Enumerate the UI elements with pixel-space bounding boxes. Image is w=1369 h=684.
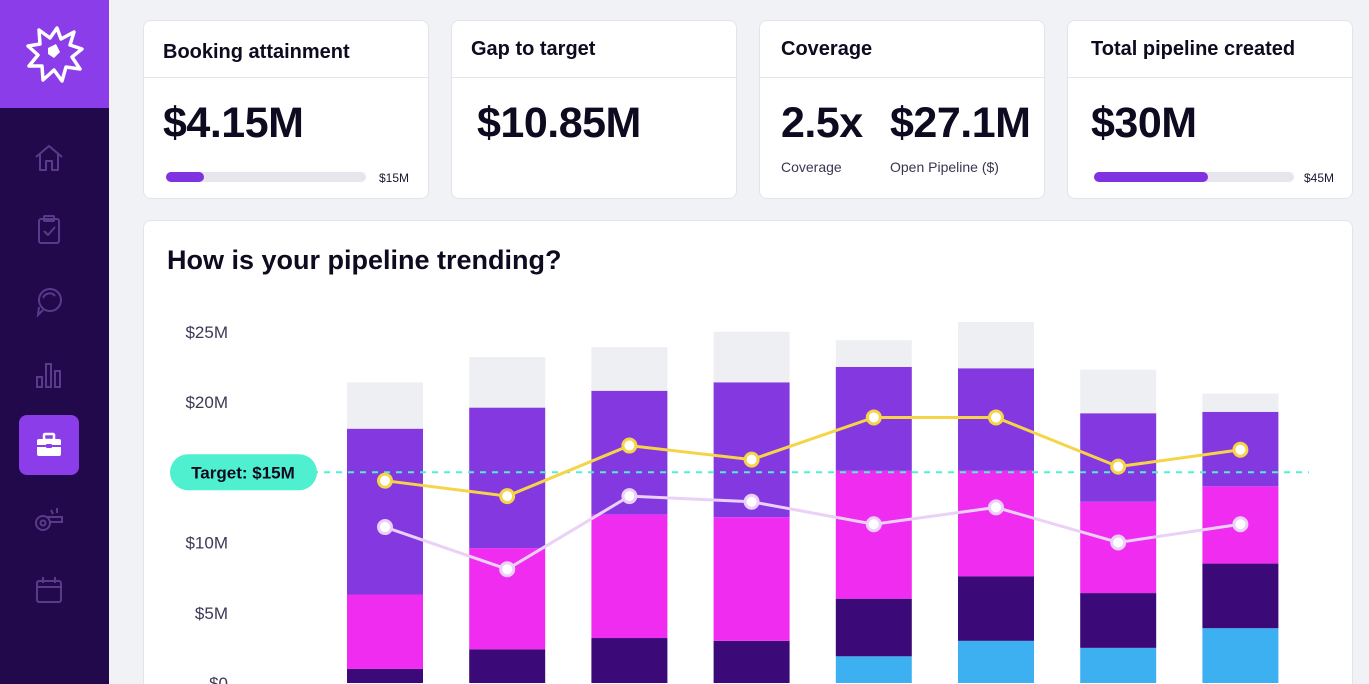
bar-segment-light-blue — [1080, 647, 1157, 683]
gap-value: $10.85M — [477, 99, 641, 147]
bar-segment-gray — [591, 347, 668, 391]
bar-segment-gray — [713, 331, 790, 383]
briefcase-icon — [37, 432, 61, 456]
whistle-icon — [35, 508, 63, 531]
bar-segment-dark-purple — [347, 668, 423, 683]
chart-title: How is your pipeline trending? — [167, 245, 562, 275]
series-line-line-yellow — [384, 415, 1241, 498]
sidebar-item-conversations[interactable] — [19, 272, 79, 332]
y-tick-label: $20M — [185, 393, 228, 412]
sidebar-item-calendar[interactable] — [19, 560, 79, 620]
line-point — [621, 437, 638, 454]
total-pipeline-card: Total pipeline created $30M $45M — [1067, 20, 1353, 199]
booking-attainment-card: Booking attainment $4.15M $15M — [143, 20, 429, 199]
line-point — [1110, 458, 1127, 475]
pipeline-trend-chart: $0 $5M $10M $20M $25M Target: $15M — [170, 321, 1309, 684]
line-point — [743, 493, 760, 510]
bar-segment-magenta — [958, 470, 1034, 577]
series-line-line-lilac — [384, 494, 1241, 571]
sidebar-item-coaching[interactable] — [19, 488, 79, 548]
line-point — [499, 488, 516, 505]
bar-segment-gray — [835, 340, 912, 367]
bar-segment-gray — [1202, 393, 1279, 412]
line-point — [865, 516, 882, 533]
card-title: Gap to target — [452, 21, 736, 78]
coverage-ratio-label: Coverage — [781, 159, 842, 175]
target-label: Target: $15M — [191, 463, 295, 482]
bar-segment-dark-purple — [713, 640, 790, 683]
bar-segment-dark-purple — [1080, 593, 1157, 648]
sidebar-item-tasks[interactable] — [19, 200, 79, 260]
y-tick-label: $0 — [209, 674, 228, 684]
line-point — [865, 409, 882, 426]
line-point — [988, 409, 1004, 426]
line-point — [1110, 534, 1127, 551]
bar-chart-icon — [36, 363, 61, 388]
bar-segment-dark-purple — [1202, 563, 1279, 629]
pipeline-trend-card: How is your pipeline trending? $0 $5M $10M… — [143, 220, 1353, 684]
calendar-icon — [36, 577, 62, 603]
total-progress-bar — [1094, 172, 1294, 182]
booking-progress-fill — [166, 172, 204, 182]
bar-segment-dark-purple — [469, 649, 546, 683]
bar-segment-dark-purple — [835, 598, 912, 657]
sidebar-item-analytics[interactable] — [19, 344, 79, 404]
bar-segment-light-blue — [835, 656, 912, 683]
line-point — [1232, 516, 1249, 533]
line-point — [377, 519, 393, 536]
booking-max-label: $15M — [379, 171, 410, 185]
line-point — [743, 451, 760, 468]
total-max-label: $45M — [1304, 171, 1335, 185]
bar-segment-light-blue — [958, 640, 1034, 683]
open-pipeline-label: Open Pipeline ($) — [890, 159, 999, 175]
sidebar-item-deals[interactable] — [19, 415, 79, 475]
bar-segment-magenta — [835, 470, 912, 599]
booking-progress-bar — [166, 172, 366, 182]
bar-segment-magenta — [591, 514, 668, 639]
bar-segment-dark-purple — [958, 576, 1034, 641]
gap-to-target-card: Gap to target $10.85M — [451, 20, 737, 199]
card-title: Total pipeline created — [1068, 21, 1352, 78]
total-progress-fill — [1094, 172, 1208, 182]
bar-segment-gray — [958, 321, 1034, 369]
y-tick-label: $25M — [185, 323, 228, 342]
bar-segment-magenta — [347, 594, 423, 669]
clipboard-check-icon — [38, 215, 60, 244]
bar-segment-light-blue — [1202, 628, 1279, 683]
bar-segment-purple — [469, 407, 546, 549]
logo[interactable] — [0, 0, 109, 108]
sidebar-item-home[interactable] — [19, 128, 79, 188]
coverage-card: Coverage 2.5x Coverage $27.1M Open Pipel… — [759, 20, 1045, 199]
bar-segment-dark-purple — [591, 638, 668, 683]
bar-segment-purple — [347, 428, 423, 595]
total-pipeline-value: $30M — [1091, 99, 1197, 147]
bar-segment-gray — [469, 357, 546, 408]
target-pill — [170, 454, 317, 491]
home-icon — [35, 145, 63, 171]
line-point — [988, 499, 1004, 516]
card-title: Coverage — [760, 21, 1044, 78]
coverage-ratio: 2.5x — [781, 99, 863, 147]
open-pipeline-value: $27.1M — [890, 99, 1031, 147]
booking-value: $4.15M — [163, 99, 304, 147]
bar-segment-gray — [1080, 369, 1157, 414]
bar-segment-magenta — [713, 517, 790, 641]
starburst-logo-icon — [25, 26, 84, 83]
y-tick-label: $10M — [185, 534, 228, 553]
line-point — [1232, 441, 1249, 458]
y-tick-label: $5M — [195, 604, 228, 623]
sidebar — [0, 0, 109, 684]
bar-segment-gray — [347, 382, 423, 429]
card-title: Booking attainment — [144, 21, 428, 78]
line-point — [377, 472, 393, 489]
line-point — [621, 488, 638, 505]
line-point — [499, 561, 516, 578]
chat-bubbles-icon — [36, 288, 62, 318]
